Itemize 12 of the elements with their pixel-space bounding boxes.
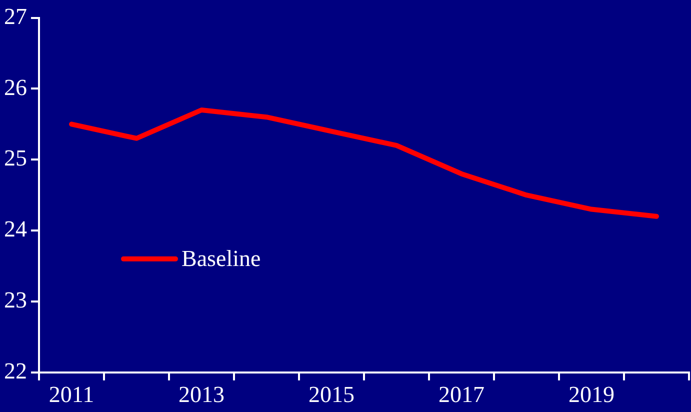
y-tick-label: 23 xyxy=(4,288,27,313)
y-tick-label: 26 xyxy=(4,74,27,100)
x-tick-label: 2017 xyxy=(438,382,484,408)
legend-label: Baseline xyxy=(182,246,261,271)
y-tick-label: 22 xyxy=(4,358,27,384)
x-tick-label: 2015 xyxy=(308,382,354,408)
y-tick-label: 24 xyxy=(4,216,28,242)
x-tick-label: 2011 xyxy=(48,382,94,408)
y-tick-label: 27 xyxy=(4,4,27,29)
y-tick-label: 25 xyxy=(4,146,27,171)
x-tick-label: 2013 xyxy=(178,382,224,408)
x-tick-label: 2019 xyxy=(568,382,614,408)
